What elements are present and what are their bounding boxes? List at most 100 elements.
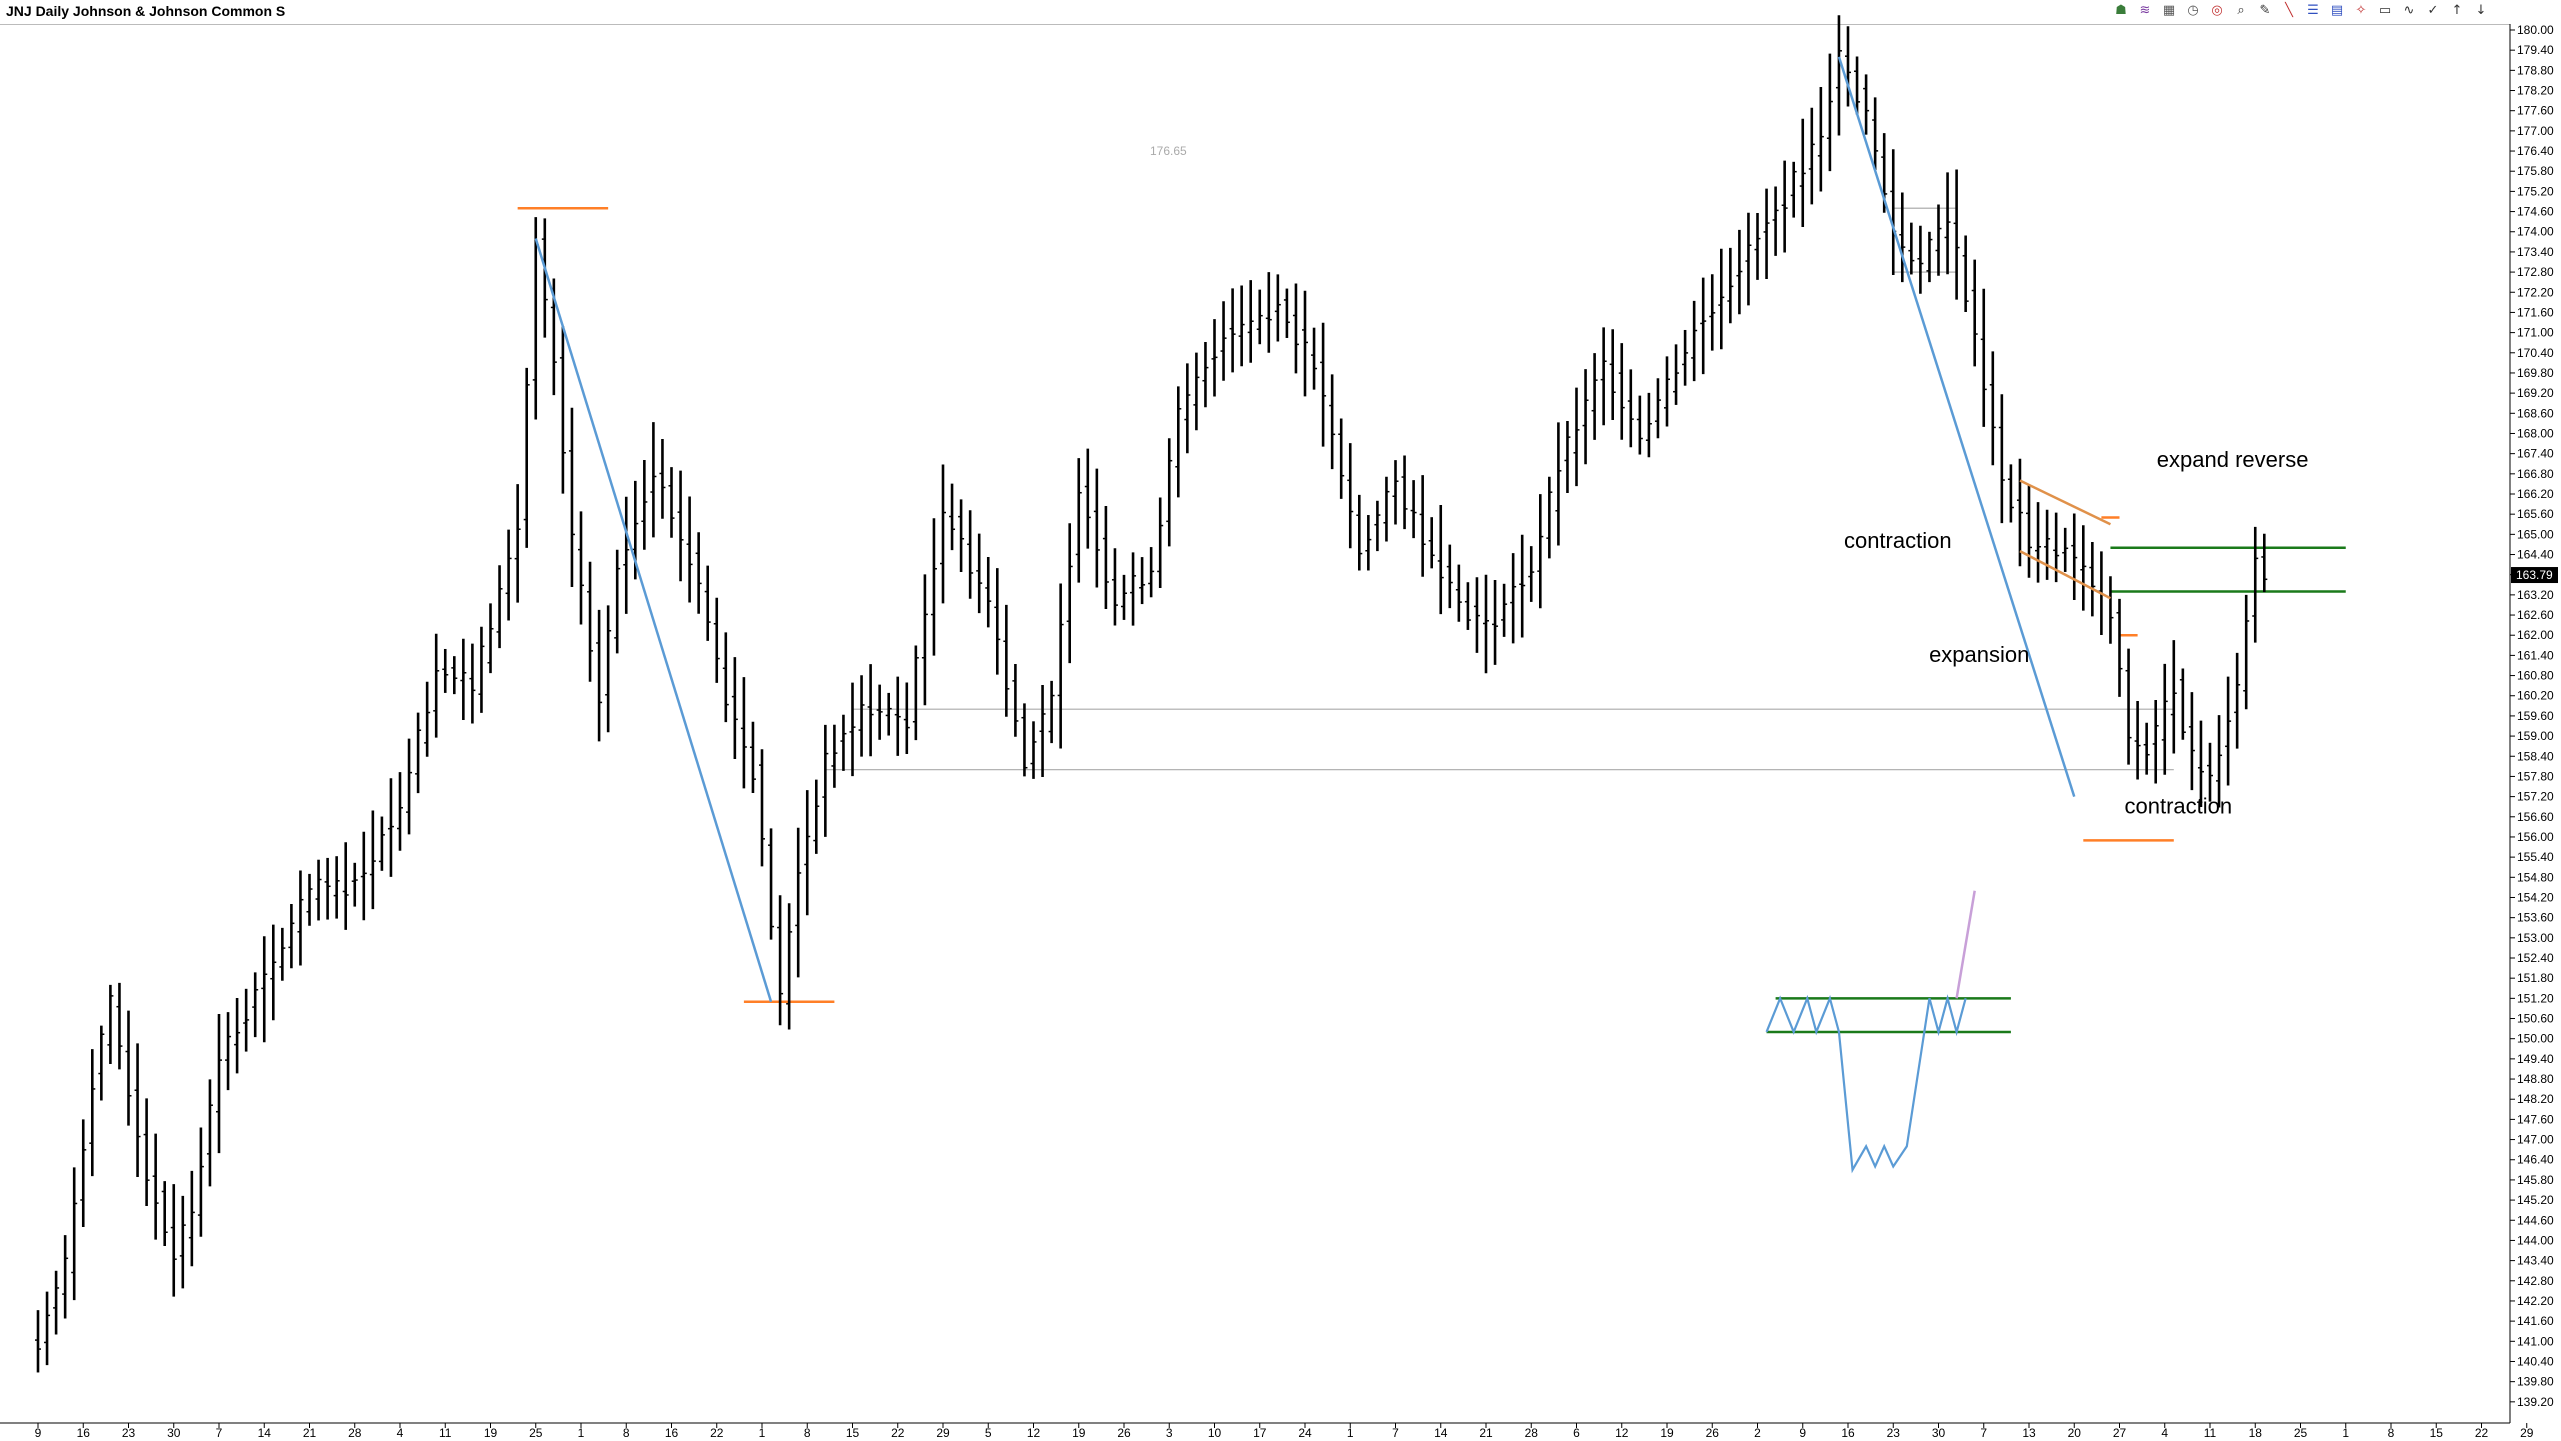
x-tick-label: 19 — [484, 1426, 498, 1440]
x-tick-label: 19 — [1072, 1426, 1086, 1440]
y-tick-label: 159.00 — [2517, 729, 2554, 743]
y-tick-label: 172.20 — [2517, 285, 2554, 299]
x-tick-label: 6 — [1573, 1426, 1580, 1440]
y-tick-label: 143.40 — [2517, 1254, 2554, 1268]
y-tick-label: 165.00 — [2517, 527, 2554, 541]
x-tick-label: 10 — [1208, 1426, 1222, 1440]
y-tick-label: 169.80 — [2517, 366, 2554, 380]
last-price-label: 163.79 — [2516, 568, 2553, 582]
x-tick-label: 29 — [936, 1426, 950, 1440]
x-tick-label: 8 — [2388, 1426, 2395, 1440]
search-icon[interactable]: ⌕ — [2237, 3, 2245, 18]
y-tick-label: 174.60 — [2517, 205, 2554, 219]
drawing-toolbar: ☗ ≋ ▦ ◷ ◎ ⌕ ✎ ╲ ☰ ▤ ✧ ▭ ∿ ✓ ↑ ↓ — [2112, 2, 2490, 22]
trendline — [2019, 550, 2112, 600]
chart-title: JNJ Daily Johnson & Johnson Common S — [6, 3, 286, 19]
channel-icon[interactable]: ▤ — [2330, 3, 2344, 18]
pattern-sketch — [1765, 994, 1967, 1174]
arrow-up-icon[interactable]: ↑ — [2451, 3, 2463, 18]
y-tick-label: 139.20 — [2517, 1395, 2554, 1409]
x-tick-label: 4 — [2161, 1426, 2168, 1440]
y-tick-label: 146.40 — [2517, 1153, 2554, 1167]
y-tick-label: 180.00 — [2517, 23, 2554, 37]
x-tick-label: 26 — [1117, 1426, 1131, 1440]
y-tick-label: 157.80 — [2517, 769, 2554, 783]
rectangle-icon[interactable]: ▭ — [2378, 3, 2392, 18]
chart-header: JNJ Daily Johnson & Johnson Common S ☗ ≋ ▦… — [0, 0, 2510, 25]
layers-icon[interactable]: ☗ — [2115, 3, 2127, 18]
y-tick-label: 142.20 — [2517, 1294, 2554, 1308]
x-tick-label: 16 — [77, 1426, 91, 1440]
x-tick-label: 12 — [1615, 1426, 1629, 1440]
y-tick-label: 172.80 — [2517, 265, 2554, 279]
y-tick-label: 154.80 — [2517, 870, 2554, 884]
y-tick-label: 148.80 — [2517, 1072, 2554, 1086]
y-tick-label: 144.60 — [2517, 1213, 2554, 1227]
y-tick-label: 171.60 — [2517, 305, 2554, 319]
x-tick-label: 8 — [804, 1426, 811, 1440]
x-tick-label: 9 — [35, 1426, 42, 1440]
y-tick-label: 178.20 — [2517, 84, 2554, 98]
y-tick-label: 152.40 — [2517, 951, 2554, 965]
x-tick-label: 22 — [710, 1426, 724, 1440]
chart-label-contraction: contraction — [2125, 793, 2233, 818]
arrow-down-icon[interactable]: ↓ — [2475, 3, 2487, 18]
y-tick-label: 151.80 — [2517, 971, 2554, 985]
y-tick-label: 175.20 — [2517, 184, 2554, 198]
y-tick-label: 175.80 — [2517, 164, 2554, 178]
y-tick-label: 141.00 — [2517, 1334, 2554, 1348]
y-tick-label: 140.40 — [2517, 1354, 2554, 1368]
x-tick-label: 28 — [1525, 1426, 1539, 1440]
x-tick-label: 29 — [2520, 1426, 2534, 1440]
x-tick-label: 1 — [759, 1426, 766, 1440]
y-tick-label: 178.80 — [2517, 63, 2554, 77]
x-tick-label: 8 — [623, 1426, 630, 1440]
y-tick-label: 160.80 — [2517, 669, 2554, 683]
curve-icon[interactable]: ∿ — [2403, 3, 2415, 18]
x-tick-label: 12 — [1027, 1426, 1041, 1440]
x-tick-label: 14 — [258, 1426, 272, 1440]
trendline — [1837, 56, 2076, 797]
x-tick-label: 25 — [2294, 1426, 2308, 1440]
x-tick-label: 23 — [1887, 1426, 1901, 1440]
x-tick-label: 22 — [2475, 1426, 2489, 1440]
y-tick-label: 144.00 — [2517, 1233, 2554, 1247]
price-annotation: 176.65 — [1150, 144, 1187, 158]
chart-label-expansion: expansion — [1929, 642, 2029, 667]
x-tick-label: 3 — [1166, 1426, 1173, 1440]
y-tick-label: 174.00 — [2517, 225, 2554, 239]
x-tick-label: 28 — [348, 1426, 362, 1440]
x-tick-label: 26 — [1706, 1426, 1720, 1440]
x-tick-label: 9 — [1799, 1426, 1806, 1440]
y-tick-label: 173.40 — [2517, 245, 2554, 259]
y-tick-label: 158.40 — [2517, 749, 2554, 763]
y-tick-label: 155.40 — [2517, 850, 2554, 864]
star-icon[interactable]: ✧ — [2355, 3, 2367, 18]
y-tick-label: 162.00 — [2517, 628, 2554, 642]
clock-icon[interactable]: ◷ — [2187, 3, 2199, 18]
trendline-icon[interactable]: ╲ — [2285, 3, 2293, 18]
trendline — [2019, 479, 2111, 526]
y-tick-label: 147.60 — [2517, 1112, 2554, 1126]
grid-icon[interactable]: ▦ — [2162, 3, 2176, 18]
y-tick-label: 160.20 — [2517, 689, 2554, 703]
pencil-icon[interactable]: ✎ — [2259, 3, 2271, 18]
y-tick-label: 176.40 — [2517, 144, 2554, 158]
y-tick-label: 179.40 — [2517, 43, 2554, 57]
x-tick-label: 27 — [2113, 1426, 2127, 1440]
y-tick-label: 164.40 — [2517, 548, 2554, 562]
x-tick-label: 14 — [1434, 1426, 1448, 1440]
y-tick-label: 171.00 — [2517, 326, 2554, 340]
y-tick-label: 165.60 — [2517, 507, 2554, 521]
x-tick-label: 16 — [665, 1426, 679, 1440]
trendline — [1955, 890, 1976, 999]
x-tick-label: 16 — [1841, 1426, 1855, 1440]
wave-icon[interactable]: ≋ — [2139, 3, 2151, 18]
target-icon[interactable]: ◎ — [2211, 3, 2223, 18]
y-tick-label: 148.20 — [2517, 1092, 2554, 1106]
y-tick-label: 156.00 — [2517, 830, 2554, 844]
check-icon[interactable]: ✓ — [2427, 3, 2439, 18]
x-tick-label: 4 — [397, 1426, 404, 1440]
fib-icon[interactable]: ☰ — [2307, 3, 2319, 18]
